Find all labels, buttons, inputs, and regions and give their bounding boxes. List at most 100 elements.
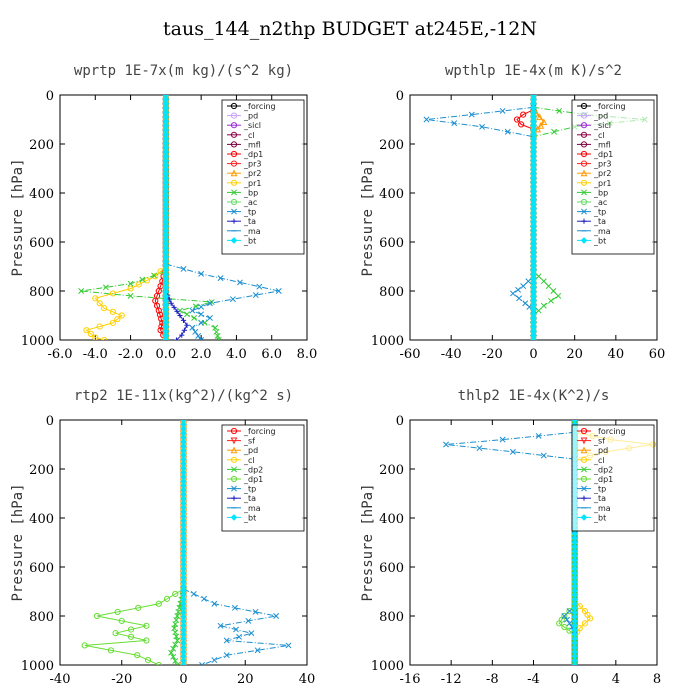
y-tick-label: 200 [379, 463, 404, 478]
legend-marker [580, 446, 588, 454]
legend: _forcing_pd_sicl_cl_mfl_dp1_pr3_pr2_pr1_… [221, 99, 305, 255]
legend-entry: _dp1 [243, 150, 263, 159]
data-point [513, 116, 521, 123]
legend-marker [231, 208, 237, 215]
data-point [571, 662, 578, 665]
data-point [199, 662, 205, 665]
series-tp [162, 261, 282, 340]
legend-marker [230, 456, 238, 463]
series-bt [180, 420, 187, 665]
data-point [180, 661, 187, 665]
data-point [168, 300, 174, 306]
x-tick-label: -8 [486, 672, 499, 687]
x-tick-label: 20 [566, 347, 583, 362]
data-point [545, 283, 552, 290]
data-point [155, 600, 162, 607]
data-point [540, 302, 547, 309]
data-point [207, 314, 213, 321]
data-point [561, 623, 568, 631]
data-point [254, 647, 261, 654]
data-point [180, 317, 187, 323]
data-point [172, 590, 179, 598]
x-tick-label: 0 [571, 672, 579, 687]
data-point [190, 590, 197, 597]
data-point [248, 630, 255, 637]
legend-entry: _pd [593, 112, 608, 121]
data-point [555, 292, 562, 299]
data-point [170, 645, 177, 652]
legend-entry: _sf [593, 437, 605, 446]
data-point [96, 323, 103, 330]
data-point [135, 604, 142, 611]
data-point [189, 307, 196, 314]
data-point [229, 296, 236, 303]
legend-entry: _forcing [593, 427, 626, 436]
x-tick-label: 4 [612, 672, 620, 687]
series-tp [180, 586, 292, 665]
data-point [173, 337, 180, 340]
y-axis-label: Pressure [hPa] [10, 158, 26, 276]
legend-entry: _pr1 [593, 179, 611, 188]
y-tick-label: 1000 [21, 334, 54, 349]
data-point [443, 441, 449, 448]
y-tick-label: 600 [379, 561, 404, 576]
series-tp [423, 104, 537, 314]
legend-entry: _pd [243, 112, 258, 121]
legend-marker [230, 141, 238, 148]
legend-entry: _forcing [243, 427, 276, 436]
data-point [516, 295, 523, 302]
data-point [78, 288, 85, 294]
legend-marker [580, 150, 588, 158]
data-point [134, 652, 141, 659]
legend-marker [581, 208, 587, 215]
y-tick-label: 200 [29, 463, 54, 478]
data-point [87, 330, 94, 337]
legend-entry: _mfl [243, 140, 261, 149]
data-point [92, 295, 99, 302]
x-tick-label: -12 [441, 672, 462, 687]
data-point [550, 288, 557, 294]
data-point [520, 111, 527, 118]
data-point [156, 311, 164, 318]
data-point [127, 633, 135, 640]
x-tick-label: 40 [608, 347, 625, 362]
y-tick-label: 0 [396, 89, 404, 104]
data-point [536, 113, 544, 121]
y-tick-label: 200 [379, 138, 404, 153]
data-point [174, 637, 181, 644]
legend-entry: _tp [593, 208, 606, 217]
legend-entry: _forcing [593, 102, 626, 111]
legend-entry: _sf [243, 437, 255, 446]
legend-marker [580, 427, 588, 435]
chart-panel-wprtp: wprtp 1E-7x(m kg)/(s^2 kg) Pressure [hPa]… [10, 63, 318, 362]
data-point [155, 307, 162, 314]
data-point [101, 336, 108, 340]
plot-frame [59, 94, 308, 341]
series-line [84, 588, 184, 665]
data-point [211, 657, 218, 664]
chart-panel-thlp2: thlp2 1E-4x(K^2)/s Pressure [hPa] -16 -12 -8… [360, 388, 661, 687]
data-point [530, 336, 537, 340]
legend-marker [231, 218, 237, 224]
legend-marker [580, 169, 588, 177]
data-point [198, 270, 205, 277]
data-point [184, 311, 190, 318]
data-point [151, 272, 158, 279]
x-tick-label: 0.0 [156, 347, 177, 362]
series-line [183, 588, 289, 665]
x-tick-label: 20 [237, 672, 254, 687]
y-tick-label: 400 [379, 187, 404, 202]
data-point [252, 608, 259, 615]
legend-entry: _tp [243, 208, 256, 217]
data-point [127, 626, 135, 633]
data-point [211, 600, 218, 607]
y-axis-label: Pressure [hPa] [360, 483, 376, 601]
data-point [237, 279, 243, 286]
y-tick-label: 0 [396, 414, 404, 429]
data-point [566, 620, 573, 627]
x-tick-label: 8.0 [297, 347, 318, 362]
legend-marker [580, 198, 588, 206]
data-point [499, 107, 506, 114]
y-axis-label: Pressure [hPa] [360, 158, 376, 276]
data-point [556, 620, 563, 627]
